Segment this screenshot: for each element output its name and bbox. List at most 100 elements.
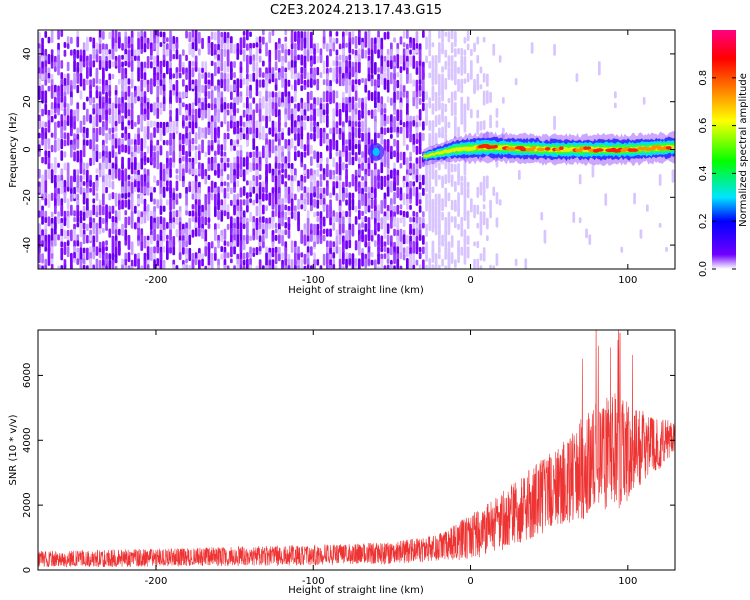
- colorbar-tick-label: 0.4: [698, 165, 709, 181]
- spectrogram-cell: [313, 54, 316, 65]
- spectrogram-cell: [303, 144, 307, 152]
- spectrogram-cell: [258, 228, 262, 235]
- spectrogram-cell: [230, 139, 233, 146]
- spectrogram-cell: [271, 241, 275, 248]
- spectrogram-cell: [342, 132, 345, 147]
- spectrogram-cell: [348, 151, 352, 166]
- spectrogram-cell: [182, 247, 185, 255]
- spectrogram-cell: [194, 258, 198, 266]
- spectrogram-cell: [402, 31, 406, 39]
- spectrogram-cell: [127, 265, 131, 269]
- spectrogram-cell: [220, 186, 224, 193]
- spectrogram-cell: [66, 168, 70, 182]
- spectrogram-cell: [175, 126, 179, 132]
- spectrogram-cell: [255, 265, 259, 269]
- spectrogram-cell: [217, 97, 220, 105]
- spectrogram-cell: [188, 168, 192, 174]
- spectrogram-cell: [95, 192, 99, 201]
- spectrogram-cell: [44, 264, 48, 269]
- spectrogram-cell: [233, 175, 236, 183]
- spectrogram-cell: [258, 121, 262, 134]
- spectrogram-cell: [230, 120, 233, 129]
- spectrogram-cell: [393, 150, 396, 158]
- spectrogram-cell: [50, 169, 54, 184]
- spectrogram-cell: [204, 151, 208, 158]
- spectrogram-cell: [303, 204, 307, 210]
- spectrogram-cell: [457, 204, 460, 217]
- spectrogram-cell: [191, 138, 195, 145]
- spectrogram-cell: [188, 79, 192, 91]
- spectrogram-cell: [415, 31, 419, 43]
- spectrogram-cell: [249, 187, 252, 194]
- spectrogram-cell: [425, 223, 428, 237]
- spectrogram-cell: [364, 205, 368, 215]
- spectrogram-cell: [274, 252, 278, 265]
- spectrogram-cell: [146, 264, 150, 269]
- spectrogram-cell: [313, 150, 316, 160]
- spectrogram-cell: [284, 204, 288, 211]
- spectrogram-cell: [422, 132, 425, 142]
- spectrogram-cell: [492, 265, 496, 269]
- spectrogram-cell: [162, 246, 166, 253]
- spectrogram-cell: [482, 247, 486, 262]
- spectrogram-cell: [390, 246, 393, 256]
- colorbar-tick-label: 0.8: [698, 70, 709, 86]
- spectrogram-cell: [178, 61, 182, 73]
- spectrogram-cell: [121, 132, 124, 139]
- spectrogram-cell: [268, 265, 272, 269]
- spectrogram-cell: [306, 169, 310, 179]
- spectrogram-cell: [300, 234, 304, 244]
- spectrogram-cell: [44, 234, 48, 244]
- spectrogram-cell: [367, 205, 371, 213]
- spectrogram-cell: [217, 30, 220, 44]
- spectrogram-cell: [166, 234, 169, 240]
- spectrogram-cell: [345, 192, 348, 199]
- spectrogram-cell: [540, 212, 544, 221]
- spectrogram-cell: [162, 121, 166, 128]
- spectrogram-cell: [150, 234, 153, 245]
- spectrogram-cell: [38, 247, 41, 254]
- spectrogram-cell: [210, 60, 214, 67]
- spectrogram-cell: [182, 181, 185, 188]
- spectrogram-cell: [108, 90, 112, 98]
- spectrogram-cell: [60, 114, 64, 123]
- spectrogram-cell: [386, 60, 390, 68]
- spectrogram-cell: [38, 151, 41, 157]
- spectrogram-cell: [230, 199, 233, 206]
- spectrogram-cell: [178, 252, 182, 261]
- spectrogram-cell: [217, 66, 220, 74]
- spectrogram-cell: [252, 97, 256, 104]
- spectrogram-cell: [178, 168, 182, 182]
- spectrogram-cell: [290, 211, 294, 219]
- spectrogram-cell: [329, 80, 332, 87]
- spectrogram-cell: [220, 246, 224, 253]
- spectrogram-cell: [278, 234, 281, 244]
- spectrogram-cell: [156, 216, 160, 229]
- spectrogram-cell: [76, 36, 80, 48]
- spectrogram-cell: [262, 193, 265, 202]
- spectrogram-cell: [159, 60, 163, 76]
- spectrogram-cell: [441, 132, 444, 139]
- spectrogram-cell: [255, 222, 259, 231]
- spectrogram-cell: [57, 198, 60, 203]
- spectrogram-cell: [268, 78, 272, 84]
- spectrogram-cell: [239, 37, 243, 52]
- spectrogram-cell: [63, 192, 67, 204]
- spectrogram-cell: [73, 193, 76, 199]
- spectrogram-cell: [169, 145, 172, 156]
- spectrogram-cell: [335, 217, 339, 223]
- spectrogram-cell: [358, 258, 361, 269]
- spectrogram-cell: [463, 108, 467, 117]
- spectrogram-cell: [396, 114, 400, 122]
- spectrogram-cell: [50, 30, 54, 44]
- spectrogram-cell: [348, 240, 352, 249]
- spectrogram-cell: [92, 198, 96, 204]
- spectrogram-cell: [210, 90, 214, 105]
- spectrogram-cell: [57, 66, 60, 76]
- spectrogram-cell: [166, 126, 169, 134]
- spectrogram-cell: [54, 114, 57, 119]
- spectrogram-cell: [252, 109, 256, 121]
- x-tick-label: -200: [145, 275, 168, 286]
- spectrogram-cell: [351, 156, 355, 166]
- spectrogram-cell: [399, 217, 403, 224]
